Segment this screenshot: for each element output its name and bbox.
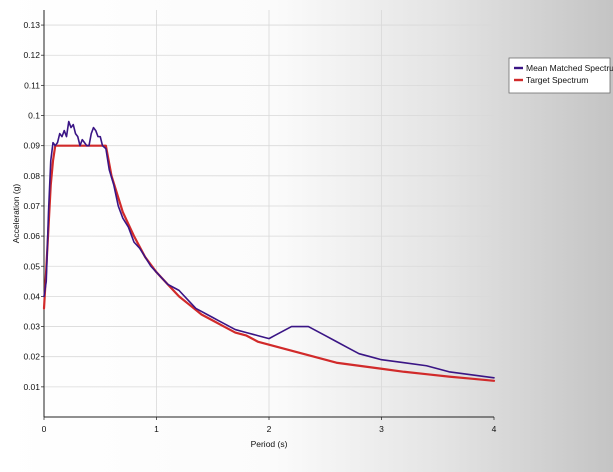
x-tick-label: 2 xyxy=(267,424,272,434)
y-tick-label: 0.13 xyxy=(23,20,40,30)
x-tick-label: 4 xyxy=(492,424,497,434)
axis-layer: 0.01 0.02 0.03 0.04 0.05 0.06 0.07 0.08 0.09 0.1 0… xyxy=(23,10,497,434)
y-tick-label: 0.11 xyxy=(24,80,40,90)
legend-label-mean-matched: Mean Matched Spectrum xyxy=(526,63,613,73)
x-tick-label: 0 xyxy=(42,424,47,434)
y-tick-label: 0.03 xyxy=(23,322,40,332)
y-tick-label: 0.06 xyxy=(23,231,40,241)
y-tick-label: 0.07 xyxy=(23,201,40,211)
y-axis-title: Acceleration (g) xyxy=(11,184,21,244)
y-tick-label: 0.01 xyxy=(23,382,40,392)
x-tick-label: 1 xyxy=(154,424,159,434)
x-tick-label: 3 xyxy=(379,424,384,434)
y-tick-label: 0.04 xyxy=(23,291,40,301)
series-line-target xyxy=(42,144,496,382)
x-axis-title: Period (s) xyxy=(251,439,288,449)
legend-label-target: Target Spectrum xyxy=(526,75,588,85)
series-layer xyxy=(42,120,496,382)
grid-layer xyxy=(44,10,494,417)
y-tick-label: 0.02 xyxy=(23,352,40,362)
y-tick-label: 0.05 xyxy=(23,261,40,271)
legend-box xyxy=(508,57,611,94)
legend: Mean Matched Spectrum Target Spectrum xyxy=(508,57,613,94)
series-line-mean-matched xyxy=(43,120,495,379)
y-tick-label: 0.09 xyxy=(23,141,40,151)
y-tick-label: 0.12 xyxy=(23,50,40,60)
y-tick-label: 0.08 xyxy=(23,171,40,181)
y-tick-label: 0.1 xyxy=(28,111,40,121)
